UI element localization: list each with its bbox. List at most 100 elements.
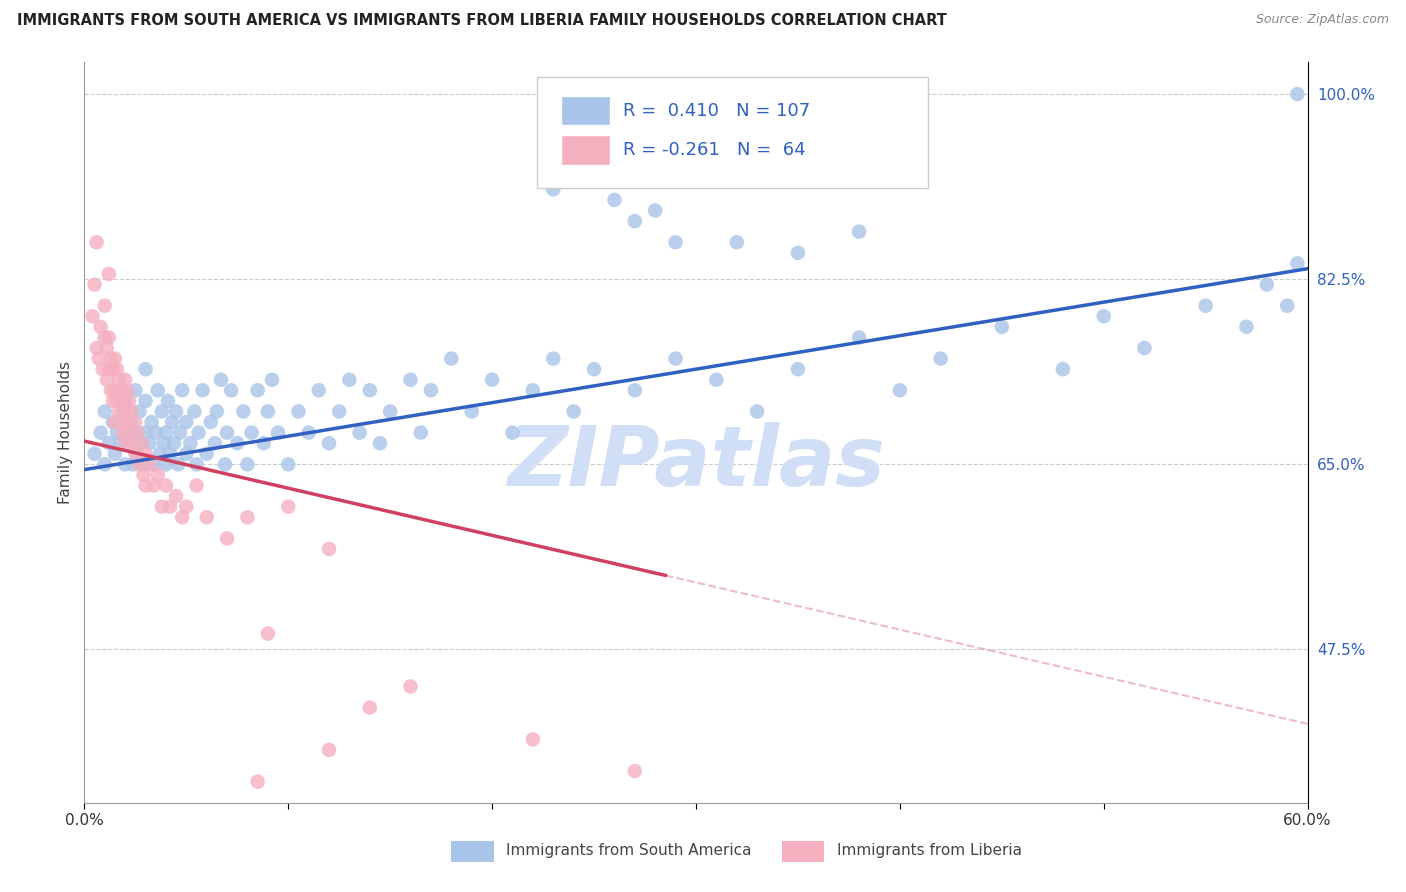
Point [93,330,115,344]
Point [118,436,141,450]
Point [277,500,299,514]
Point [101,393,124,408]
Point [277,458,299,472]
Point [131,436,153,450]
Point [172,384,194,398]
Point [110,415,132,429]
Point [114,458,136,472]
Point [93,299,115,313]
Point [260,373,283,387]
Point [929,351,952,366]
Point [562,404,585,418]
Point [86,341,108,355]
Point [114,393,136,408]
Point [195,447,218,461]
Point [135,362,157,376]
Point [318,743,340,757]
Point [200,415,222,429]
Point [104,415,127,429]
Point [93,458,115,472]
Point [83,447,105,461]
Point [583,362,606,376]
Bar [451,841,494,862]
Point [257,404,280,418]
Point [138,436,160,450]
Point [359,384,381,398]
Point [209,373,232,387]
Point [96,341,118,355]
Point [100,351,122,366]
Text: ZIPatlas: ZIPatlas [508,422,884,503]
Point [179,436,201,450]
Point [82,310,104,324]
Point [174,500,197,514]
Point [1236,319,1258,334]
Point [665,235,688,250]
Point [97,362,120,376]
Point [97,330,120,344]
Point [110,436,132,450]
Point [120,404,142,418]
Point [624,764,647,778]
Point [155,458,177,472]
Bar [782,841,824,862]
Text: R =  0.410   N = 107: R = 0.410 N = 107 [623,102,810,120]
Point [122,436,145,450]
Point [110,384,132,398]
Point [108,384,131,398]
Point [101,362,124,376]
Point [1092,310,1115,324]
Point [167,458,190,472]
Text: Source: ZipAtlas.com: Source: ZipAtlas.com [1256,13,1389,27]
Point [246,774,269,789]
Point [128,404,150,418]
Point [420,384,443,398]
Point [848,330,870,344]
Bar [561,135,610,165]
Point [118,425,141,440]
Point [174,447,197,461]
Point [87,351,110,366]
Point [169,425,191,440]
Point [135,393,157,408]
Point [145,425,167,440]
Point [399,680,422,694]
Point [339,373,361,387]
Point [165,404,187,418]
Point [83,277,105,292]
Point [104,351,127,366]
Text: Immigrants from South America: Immigrants from South America [506,844,752,858]
Point [124,384,146,398]
Point [191,384,214,398]
Text: Immigrants from Liberia: Immigrants from Liberia [837,844,1022,858]
Point [848,225,870,239]
Point [368,436,391,450]
Point [217,532,239,546]
Point [112,393,135,408]
Point [1277,299,1299,313]
Point [135,478,157,492]
Point [115,415,138,429]
Point [90,319,112,334]
Point [287,404,309,418]
Point [204,436,226,450]
Point [114,436,136,450]
Point [1133,341,1156,355]
Point [183,404,205,418]
Point [97,436,120,450]
Point [267,425,290,440]
Point [195,510,218,524]
Point [232,404,254,418]
Point [226,436,249,450]
Point [246,384,269,398]
Point [217,425,239,440]
Point [543,182,565,196]
Point [165,489,187,503]
Point [153,436,176,450]
Point [132,458,155,472]
Point [787,362,810,376]
Point [187,425,209,440]
Point [349,425,371,440]
Point [104,384,127,398]
Point [155,425,177,440]
